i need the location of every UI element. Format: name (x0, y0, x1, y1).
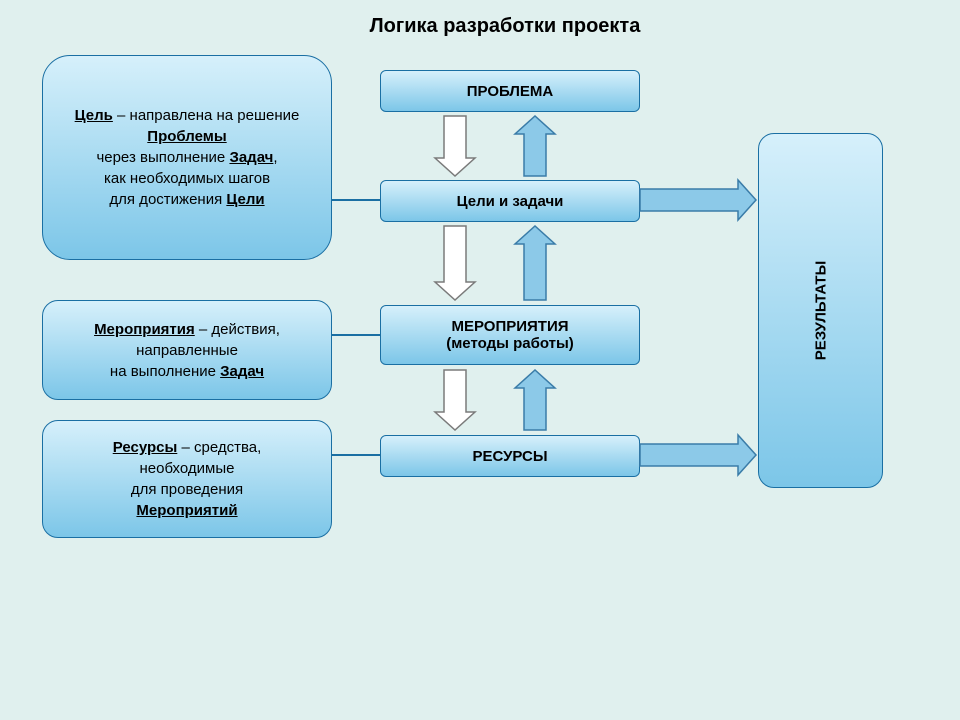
connector-line (332, 454, 380, 456)
diagram-title: Логика разработки проекта (355, 15, 655, 38)
desc-line: Ресурсы – средства, (113, 437, 262, 458)
desc-line: направленные (136, 340, 238, 361)
box-label: Цели и задачи (457, 193, 564, 210)
connector-line (332, 199, 380, 201)
problem-box: ПРОБЛЕМА (380, 70, 640, 112)
resources-box: РЕСУРСЫ (380, 435, 640, 477)
arrow-up (512, 226, 558, 300)
arrow-up (512, 116, 558, 176)
arrow-down (432, 226, 478, 300)
desc-line: необходимые (140, 458, 235, 479)
desc-line: Мероприятий (136, 500, 237, 521)
desc-line: для достижения Цели (109, 189, 264, 210)
connector-line (332, 334, 380, 336)
desc-line: как необходимых шагов (104, 168, 270, 189)
results-box: РЕЗУЛЬТАТЫ (758, 133, 883, 488)
arrow-down (432, 116, 478, 176)
results-label: РЕЗУЛЬТАТЫ (812, 261, 829, 361)
diagram-canvas: Логика разработки проекта Цель – направле… (0, 0, 960, 720)
desc-line: Проблемы (147, 126, 226, 147)
arrow-down (432, 370, 478, 430)
goals-box: Цели и задачи (380, 180, 640, 222)
desc-line: для проведения (131, 479, 243, 500)
arrow-right (640, 432, 756, 478)
box-label: ПРОБЛЕМА (467, 83, 554, 100)
desc-line: Мероприятия – действия, (94, 319, 280, 340)
box-label: РЕСУРСЫ (472, 448, 547, 465)
goal-desc: Цель – направлена на решениеПроблемы чер… (42, 55, 332, 260)
box-label: МЕРОПРИЯТИЯ(методы работы) (446, 318, 574, 352)
desc-line: через выполнение Задач, (96, 147, 277, 168)
desc-line: Цель – направлена на решение (75, 105, 300, 126)
activities-desc: Мероприятия – действия,направленныена вы… (42, 300, 332, 400)
desc-line: на выполнение Задач (110, 361, 264, 382)
arrow-up (512, 370, 558, 430)
activities-box: МЕРОПРИЯТИЯ(методы работы) (380, 305, 640, 365)
arrow-right (640, 177, 756, 223)
resources-desc: Ресурсы – средства,необходимыедля провед… (42, 420, 332, 538)
